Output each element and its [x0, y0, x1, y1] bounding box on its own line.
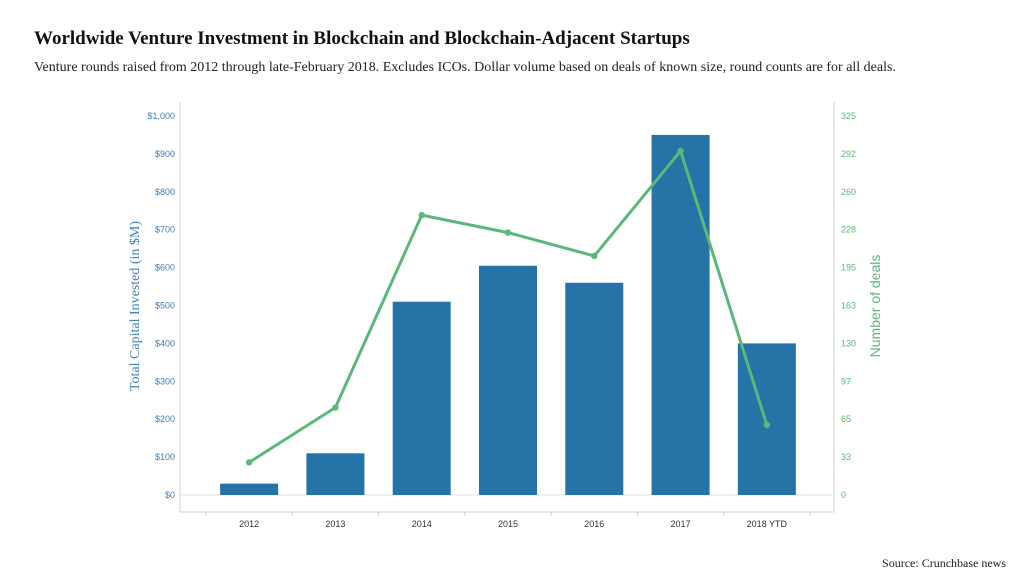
left-tick-labels: $0 $100 $200 $300 $400 $500 $600 $700 $800 $900 $1…	[147, 111, 175, 500]
source-note: Source: Crunchbase news	[882, 556, 1006, 570]
y-axis-label-left: Total Capital Invested (in $M)	[128, 221, 143, 391]
y-tick-left: $600	[155, 263, 175, 273]
y-tick-left: $1,000	[147, 111, 175, 121]
y-tick-right: 292	[841, 149, 856, 159]
right-tick-labels: 0 33 65 97 130 163 195 228 260 292 325	[841, 111, 856, 500]
y-tick-left: $500	[155, 301, 175, 311]
bar-2012	[220, 483, 279, 495]
y-tick-left: $200	[155, 414, 175, 424]
deals-point-2012	[245, 459, 253, 466]
y-axis-label-right: Number of deals	[867, 255, 883, 358]
y-tick-right: 228	[841, 225, 856, 235]
deals-point-2017	[677, 147, 684, 155]
y-tick-right: 97	[841, 376, 851, 386]
line-series	[245, 147, 771, 466]
chart-title: Worldwide Venture Investment in Blockcha…	[34, 28, 690, 49]
y-tick-right: 33	[841, 452, 851, 462]
y-tick-left: $900	[155, 149, 175, 159]
y-tick-right: 163	[841, 301, 856, 311]
x-tick-label: 2017	[671, 519, 691, 529]
deals-point-2018-ytd	[763, 421, 771, 429]
bar-2014	[392, 301, 451, 495]
bar-2015	[479, 265, 537, 495]
bar-2016	[565, 282, 624, 495]
x-tick-label: 2012	[239, 519, 259, 529]
y-tick-left: $300	[155, 376, 175, 386]
y-tick-right: 65	[841, 414, 851, 424]
bar-2017	[651, 134, 710, 495]
deals-point-2014	[418, 211, 425, 219]
y-tick-left: $700	[155, 225, 175, 235]
y-tick-right: 195	[841, 263, 856, 273]
deals-point-2013	[332, 404, 339, 411]
y-tick-right: 325	[841, 111, 856, 121]
y-tick-right: 130	[841, 338, 856, 348]
x-tick-label: 2013	[325, 519, 345, 529]
x-tick-label: 2014	[412, 519, 432, 529]
y-tick-left: $100	[155, 452, 175, 462]
y-tick-right: 260	[841, 187, 856, 197]
x-tick-label: 2016	[584, 519, 604, 529]
y-tick-left: $400	[155, 338, 175, 348]
x-tick-labels: 2012 2013 2014 2015 2016 2017 2018 YTD	[205, 512, 811, 529]
x-tick-label: 2015	[498, 519, 518, 529]
bar-2013	[306, 453, 365, 495]
deals-point-2015	[504, 229, 512, 236]
deals-point-2016	[591, 252, 598, 260]
y-tick-left: $0	[165, 490, 175, 500]
bar-series	[220, 134, 796, 495]
y-tick-right: 0	[841, 490, 846, 500]
chart-subtitle: Venture rounds raised from 2012 through …	[34, 60, 896, 75]
bar-2018-ytd	[737, 343, 796, 495]
y-tick-left: $800	[155, 187, 175, 197]
x-tick-label: 2018 YTD	[747, 519, 788, 529]
